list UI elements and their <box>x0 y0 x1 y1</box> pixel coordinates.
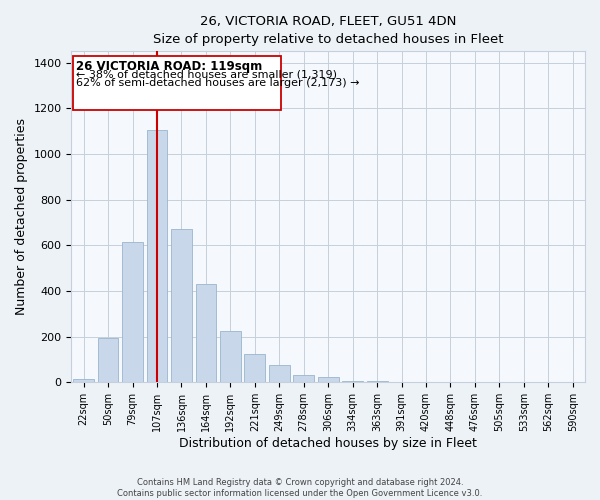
Bar <box>220 331 241 382</box>
Bar <box>171 230 192 382</box>
Bar <box>146 130 167 382</box>
Bar <box>98 338 118 382</box>
Bar <box>342 381 363 382</box>
Title: 26, VICTORIA ROAD, FLEET, GU51 4DN
Size of property relative to detached houses : 26, VICTORIA ROAD, FLEET, GU51 4DN Size … <box>153 15 503 46</box>
Bar <box>122 242 143 382</box>
Text: Contains HM Land Registry data © Crown copyright and database right 2024.
Contai: Contains HM Land Registry data © Crown c… <box>118 478 482 498</box>
Bar <box>318 376 338 382</box>
Bar <box>73 56 281 110</box>
Bar <box>244 354 265 382</box>
Bar <box>367 381 388 382</box>
X-axis label: Distribution of detached houses by size in Fleet: Distribution of detached houses by size … <box>179 437 477 450</box>
Text: 62% of semi-detached houses are larger (2,173) →: 62% of semi-detached houses are larger (… <box>76 78 360 88</box>
Bar <box>269 365 290 382</box>
Bar <box>196 284 217 382</box>
Bar <box>293 376 314 382</box>
Bar <box>73 379 94 382</box>
Text: ← 38% of detached houses are smaller (1,319): ← 38% of detached houses are smaller (1,… <box>76 69 337 79</box>
Text: 26 VICTORIA ROAD: 119sqm: 26 VICTORIA ROAD: 119sqm <box>76 60 263 74</box>
Y-axis label: Number of detached properties: Number of detached properties <box>15 118 28 316</box>
